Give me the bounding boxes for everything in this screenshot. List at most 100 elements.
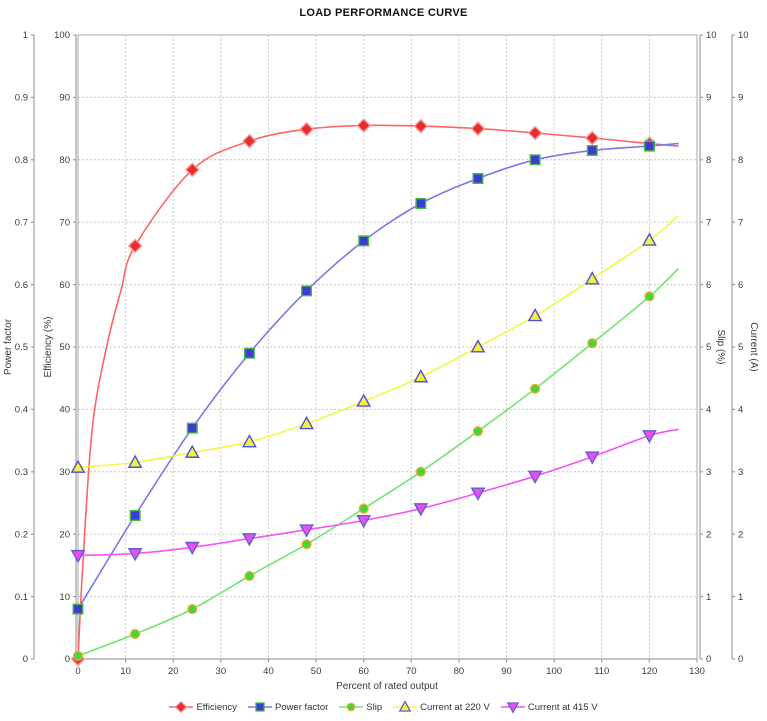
marker-slip: [187, 603, 198, 615]
power-factor-tick-label: 0.9: [15, 93, 28, 104]
axis-title-slip: Slip (%): [715, 329, 726, 364]
marker-efficiency: [470, 121, 486, 136]
marker-current-at-220-v: [527, 307, 543, 322]
marker-efficiency: [527, 125, 543, 141]
efficiency-tick-label: 10: [59, 592, 70, 603]
legend-marker-current-at-220-v: [398, 700, 412, 712]
power-factor-tick-label: 1: [23, 30, 28, 41]
marker-current-at-220-v: [70, 459, 86, 473]
series-line-efficiency: [77, 124, 679, 660]
slip-tick-label: 6: [706, 280, 711, 291]
power-factor-tick-label: 0.4: [15, 405, 28, 416]
slip-tick-label: 5: [706, 342, 711, 353]
marker-slip: [358, 503, 369, 514]
series-line-power-factor: [77, 142, 679, 610]
marker-power-factor: [529, 154, 541, 166]
efficiency-tick-label: 30: [59, 467, 70, 478]
marker-slip: [644, 291, 655, 302]
marker-power-factor: [472, 173, 484, 185]
series-line-slip: [77, 268, 679, 657]
marker-current-at-220-v: [470, 339, 486, 353]
slip-tick-label: 3: [706, 467, 711, 478]
axis-title-x: Percent of rated output: [336, 681, 438, 692]
triangle-up-icon: [393, 700, 418, 712]
marker-current-at-220-v: [356, 393, 372, 407]
current-tick-label: 10: [738, 30, 749, 41]
legend-label-slip: Slip: [366, 701, 383, 713]
marker-power-factor: [129, 509, 141, 521]
x-tick-label: 0: [75, 666, 80, 677]
slip-tick-label: 8: [706, 155, 711, 166]
marker-current-at-220-v: [641, 232, 657, 246]
axis-title-power-factor: Power factor: [3, 318, 14, 375]
marker-current-at-415-v: [299, 524, 314, 538]
current-tick-label: 7: [738, 217, 743, 228]
marker-slip: [472, 426, 484, 437]
circle-icon: [339, 702, 364, 712]
x-tick-label: 10: [120, 666, 131, 677]
x-tick-label: 90: [501, 666, 512, 677]
legend-marker-efficiency: [175, 700, 188, 714]
marker-current-at-415-v: [242, 533, 257, 547]
marker-slip: [587, 338, 598, 349]
axis-title-current: Current (A): [748, 322, 759, 371]
power-factor-tick-label: 0.2: [15, 529, 28, 540]
slip-tick-label: 0: [706, 654, 711, 665]
x-tick-label: 40: [263, 666, 274, 677]
current-tick-label: 2: [738, 529, 743, 540]
x-tick-label: 20: [168, 666, 179, 677]
marker-efficiency: [413, 118, 429, 134]
power-factor-tick-label: 0.3: [15, 467, 28, 478]
x-tick-label: 70: [406, 666, 417, 677]
current-tick-label: 8: [738, 155, 743, 166]
x-tick-label: 30: [216, 666, 227, 677]
marker-current-at-220-v: [242, 434, 257, 448]
current-tick-label: 0: [738, 654, 743, 665]
marker-current-at-220-v: [299, 415, 314, 430]
marker-slip: [301, 539, 312, 550]
efficiency-tick-label: 20: [59, 529, 70, 540]
legend-item-current-at-415-v: Current at 415 V: [500, 700, 598, 714]
marker-current-at-415-v: [127, 548, 143, 562]
x-tick-label: 80: [454, 666, 465, 677]
power-factor-tick-label: 0.1: [15, 592, 28, 603]
marker-power-factor: [415, 197, 427, 209]
slip-tick-label: 4: [706, 405, 711, 416]
marker-current-at-220-v: [584, 271, 600, 285]
marker-power-factor: [186, 422, 198, 434]
marker-power-factor: [301, 285, 313, 297]
efficiency-tick-label: 70: [59, 217, 70, 228]
legend-label-efficiency: Efficiency: [196, 701, 237, 713]
marker-current-at-415-v: [356, 514, 372, 529]
slip-tick-label: 10: [706, 30, 717, 41]
x-tick-label: 60: [358, 666, 369, 677]
marker-efficiency: [127, 238, 143, 254]
current-tick-label: 6: [738, 280, 743, 291]
efficiency-tick-label: 80: [59, 155, 70, 166]
marker-slip: [415, 466, 426, 477]
marker-slip: [72, 650, 84, 661]
diamond-icon: [169, 700, 194, 714]
legend-item-slip: Slip: [339, 700, 382, 714]
marker-current-at-415-v: [584, 451, 600, 465]
current-tick-label: 1: [738, 592, 743, 603]
x-tick-label: 110: [594, 666, 609, 677]
marker-current-at-415-v: [184, 541, 200, 556]
legend-marker-current-at-415-v: [506, 702, 520, 714]
marker-current-at-220-v: [127, 454, 143, 468]
power-factor-tick-label: 0.8: [15, 155, 28, 166]
slip-tick-label: 1: [706, 592, 711, 603]
efficiency-tick-label: 0: [65, 654, 70, 665]
legend-item-current-at-220-v: Current at 220 V: [393, 700, 490, 714]
legend-label-power-factor: Power factor: [274, 701, 329, 713]
x-tick-label: 100: [546, 666, 562, 677]
slip-tick-label: 7: [706, 217, 711, 228]
efficiency-tick-label: 90: [59, 93, 70, 104]
marker-efficiency: [356, 118, 372, 133]
marker-power-factor: [643, 140, 655, 152]
legend: Efficiency Power factor Slip Current at 220…: [0, 698, 767, 716]
slip-tick-label: 2: [706, 529, 711, 540]
marker-slip: [130, 628, 141, 640]
